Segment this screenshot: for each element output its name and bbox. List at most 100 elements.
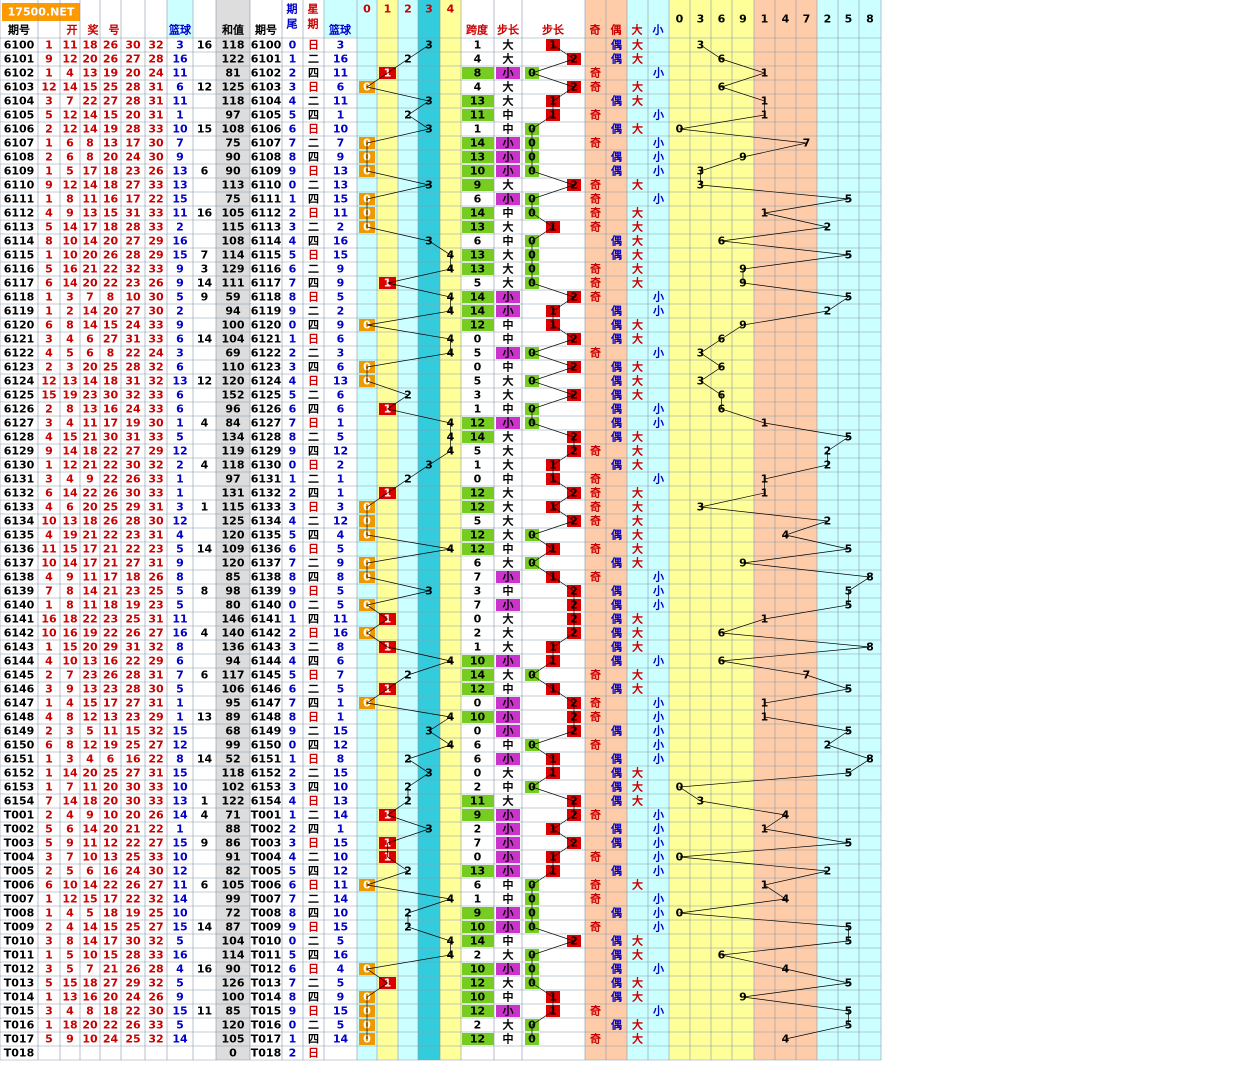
issue-cell: 6116	[4, 263, 35, 276]
span-value: 13	[470, 249, 485, 262]
basket-number: 15	[172, 193, 187, 206]
size-label: 大	[503, 374, 514, 388]
draw-number: 23	[103, 613, 118, 626]
draw-number: 3	[66, 725, 74, 738]
big-mark: 大	[632, 990, 643, 1004]
sum-cell: 97	[225, 109, 240, 122]
draw-number: 8	[86, 1005, 94, 1018]
tail-cell: 8	[289, 291, 297, 304]
small-mark: 小	[652, 752, 664, 766]
draw-number: 32	[148, 361, 163, 374]
basket-number: 16	[172, 235, 188, 248]
draw-number: 19	[125, 599, 140, 612]
basket2-cell: 10	[333, 907, 349, 920]
basket-number: 10	[172, 851, 188, 864]
draw-number: 26	[103, 669, 119, 682]
weekday-cell: 日	[308, 333, 319, 346]
draw-number: 30	[148, 291, 164, 304]
sum-cell: 95	[225, 697, 240, 710]
big-mark: 大	[632, 220, 643, 234]
basket2-cell: 6	[337, 333, 345, 346]
mod-trend-line	[366, 44, 452, 1039]
draw-number: 25	[125, 613, 140, 626]
draw-number: 6	[66, 137, 74, 150]
draw-number: 25	[103, 81, 118, 94]
issue2-cell: 6113	[251, 221, 282, 234]
issue2-cell: 6133	[251, 501, 282, 514]
draw-number: 8	[45, 235, 53, 248]
tail-cell: 6	[289, 403, 297, 416]
basket2-cell: 5	[337, 291, 345, 304]
draw-number: 6	[107, 753, 115, 766]
basket2-cell: 13	[333, 165, 348, 178]
draw-number: 10	[41, 515, 57, 528]
tail-cell: 1	[289, 193, 297, 206]
weekday-cell: 日	[308, 123, 319, 136]
even-mark: 偶	[611, 38, 622, 52]
tail-cell: 1	[289, 753, 297, 766]
draw-number: 1	[45, 1019, 53, 1032]
draw-number: 13	[82, 655, 97, 668]
size-box	[496, 697, 520, 709]
basket2-cell: 2	[337, 221, 345, 234]
draw-number: 32	[148, 375, 163, 388]
sum-cell: 105	[222, 879, 245, 892]
issue-cell: 6144	[4, 655, 35, 668]
size-box	[496, 851, 520, 863]
tail-cell: 7	[289, 137, 297, 150]
size-label: 大	[503, 766, 514, 780]
tail-cell: 3	[289, 781, 297, 794]
tail-cell: 8	[289, 991, 297, 1004]
weekday-cell: 二	[308, 1019, 319, 1032]
draw-number: 11	[103, 725, 118, 738]
span-value: 10	[470, 963, 486, 976]
draw-number: 16	[82, 991, 98, 1004]
draw-number: 22	[148, 753, 163, 766]
span-value: 12	[470, 319, 485, 332]
issue2-cell: T007	[251, 893, 281, 906]
big-mark: 大	[632, 360, 643, 374]
basket-number: 14	[172, 893, 188, 906]
even-mark: 偶	[611, 374, 622, 388]
repeat-number: 12	[197, 375, 212, 388]
span-box	[462, 417, 494, 429]
span-value: 2	[474, 949, 482, 962]
issue2-cell: 6108	[251, 151, 282, 164]
issue2-cell: 6135	[251, 529, 282, 542]
big-mark: 大	[632, 430, 643, 444]
weekday-cell: 日	[308, 375, 319, 388]
draw-number: 8	[66, 585, 74, 598]
header-tail-digit: 7	[803, 13, 811, 26]
even-mark: 偶	[611, 990, 622, 1004]
draw-number: 8	[107, 291, 115, 304]
basket-number: 5	[176, 977, 184, 990]
size-label: 中	[503, 108, 514, 122]
basket-number: 2	[176, 221, 184, 234]
big-mark: 大	[632, 1018, 643, 1032]
span-value: 9	[474, 809, 482, 822]
basket-number: 16	[172, 949, 188, 962]
draw-number: 9	[66, 571, 74, 584]
sum-cell: 115	[222, 501, 245, 514]
odd-mark: 奇	[590, 108, 601, 122]
draw-number: 7	[66, 669, 74, 682]
band-mod2	[398, 0, 418, 1060]
tail-cell: 4	[289, 235, 297, 248]
sum-cell: 75	[225, 137, 240, 150]
odd-mark: 奇	[590, 668, 601, 682]
odd-mark: 奇	[590, 850, 601, 864]
tail-cell: 2	[289, 1047, 297, 1060]
draw-number: 20	[82, 641, 98, 654]
basket-number: 7	[176, 669, 184, 682]
draw-number: 9	[66, 207, 74, 220]
basket-number: 9	[176, 319, 184, 332]
repeat-number: 9	[201, 837, 209, 850]
tail-cell: 1	[289, 53, 297, 66]
basket2-cell: 8	[337, 753, 345, 766]
basket2-cell: 12	[333, 445, 348, 458]
draw-number: 17	[103, 893, 118, 906]
tail-cell: 4	[289, 515, 297, 528]
odd-mark: 奇	[590, 920, 601, 934]
even-mark: 偶	[611, 962, 622, 976]
even-mark: 偶	[611, 934, 622, 948]
